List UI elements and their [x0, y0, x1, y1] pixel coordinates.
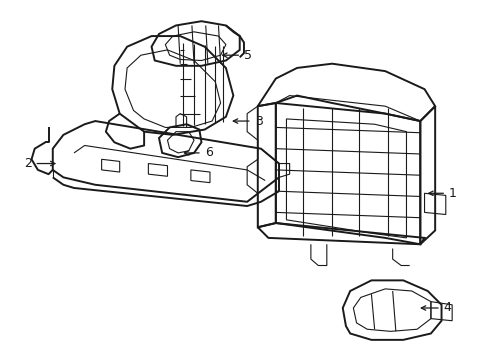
Text: 4: 4 [421, 301, 450, 315]
Text: 3: 3 [233, 114, 262, 127]
Text: 6: 6 [184, 147, 212, 159]
Text: 5: 5 [222, 49, 251, 62]
Text: 2: 2 [23, 157, 55, 170]
Text: 1: 1 [428, 187, 456, 200]
